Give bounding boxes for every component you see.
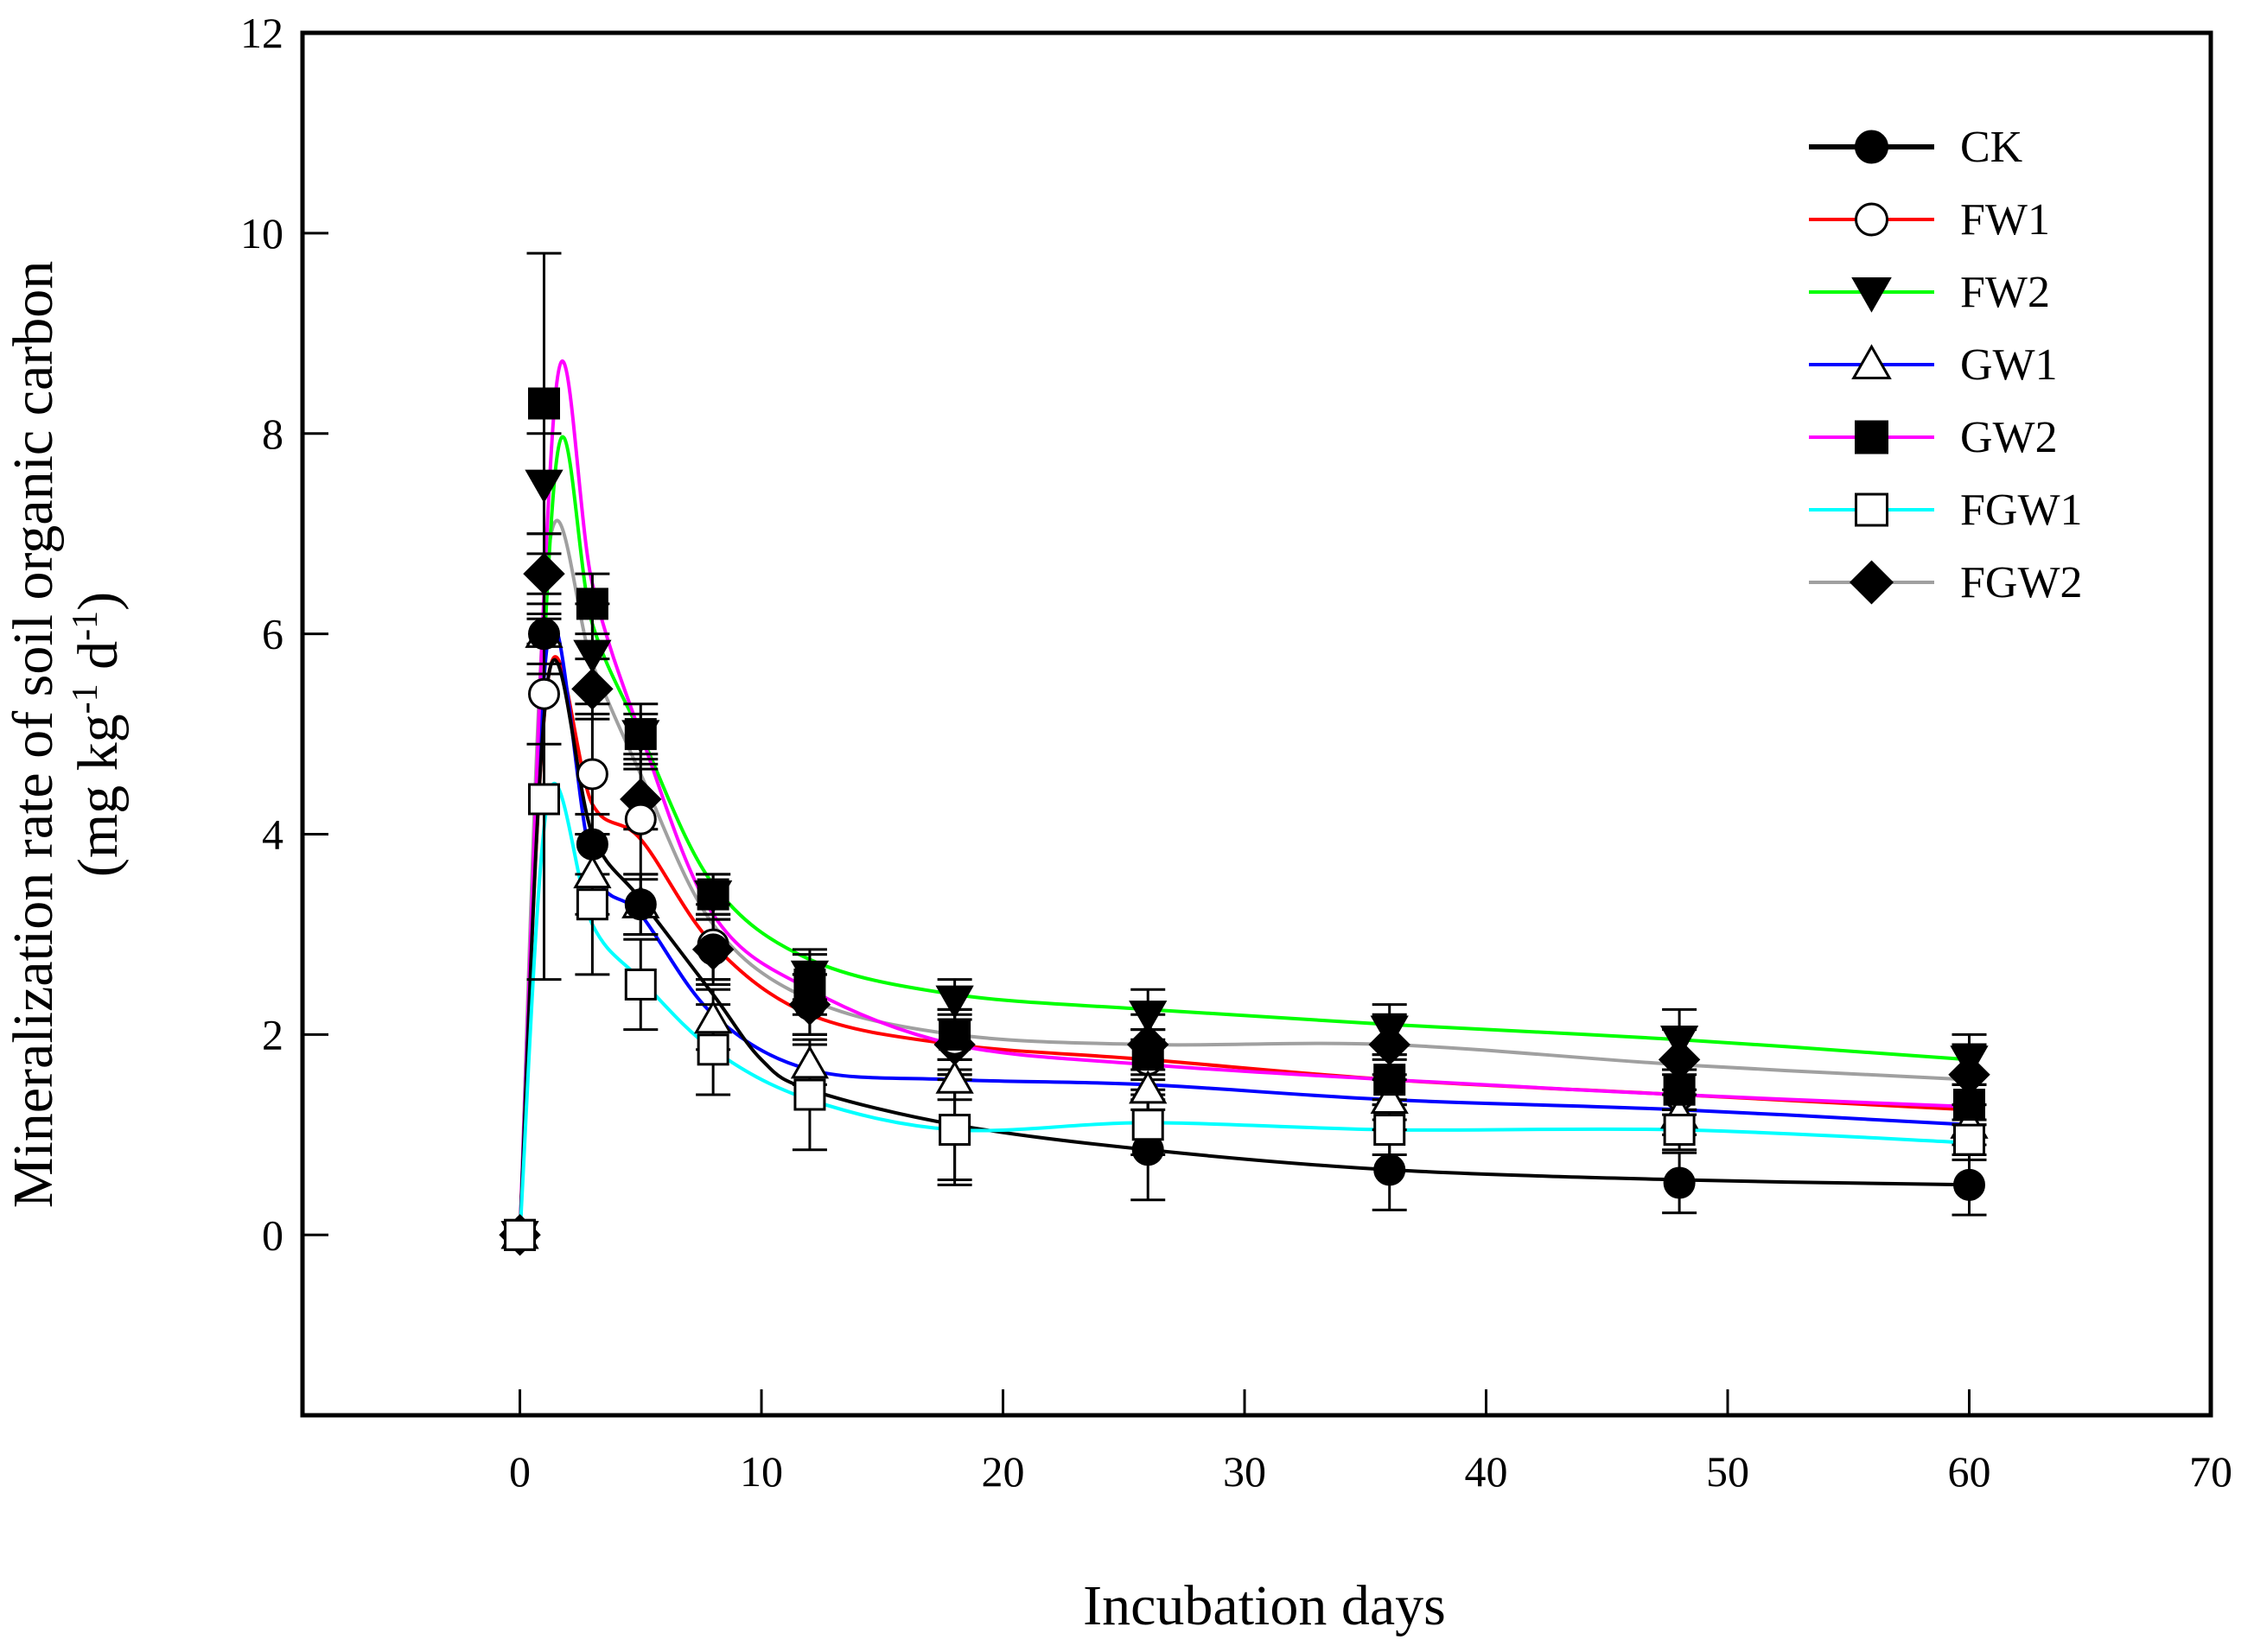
x-tick-label-60: 60 — [1948, 1447, 1991, 1496]
y-tick-label-12: 12 — [240, 9, 283, 57]
x-tick-label-10: 10 — [740, 1447, 783, 1496]
y-tick-label-8: 8 — [262, 410, 283, 458]
legend-item-gw1: GW1 — [1809, 340, 2058, 390]
legend-item-fgw1: FGW1 — [1809, 486, 2083, 535]
y-unit-sup-kg: -1 — [66, 683, 105, 714]
x-tick-label-0: 0 — [509, 1447, 531, 1496]
fit-curve-fw2 — [518, 435, 1970, 1236]
point-ck-36 — [1373, 1153, 1406, 1186]
y-axis-title-line1: Mineralization rate of soil organic carb… — [2, 261, 65, 1209]
point-fw1-1 — [527, 677, 560, 710]
legend-label-gw2: GW2 — [1960, 413, 2058, 462]
point-gw2-26 — [1131, 1039, 1164, 1071]
point-fw2-48 — [1659, 1026, 1699, 1059]
point-fgw1-60 — [1953, 1123, 1986, 1156]
point-fw2-60 — [1950, 1045, 1989, 1079]
legend-label-gw1: GW1 — [1960, 340, 2058, 390]
y-tick-label-6: 6 — [262, 610, 283, 658]
point-gw2-5 — [624, 718, 657, 751]
y-tick-label-4: 4 — [262, 810, 283, 859]
point-fgw1-8 — [697, 1033, 729, 1066]
data-markers — [499, 387, 1990, 1256]
point-fw2-1 — [525, 469, 564, 504]
point-ck-3 — [576, 828, 608, 861]
legend-marker-gw2 — [1855, 420, 1888, 454]
point-fw2-26 — [1129, 1001, 1168, 1034]
y-axis-title-line2: (mg kg-1 d-1) — [66, 592, 130, 877]
point-gw2-8 — [697, 878, 729, 911]
x-axis-title: Incubation days — [1083, 1574, 1446, 1637]
point-gw1-8 — [694, 1000, 733, 1034]
point-gw1-18 — [935, 1060, 974, 1094]
legend-marker-fgw2 — [1849, 560, 1894, 605]
legend-marker-fw2 — [1851, 276, 1892, 313]
legend: CK FW1 FW2 GW1 GW2 FGW1 FGW2 — [1809, 123, 2083, 607]
point-gw2-1 — [527, 387, 560, 420]
point-fgw2-3 — [571, 668, 614, 710]
legend-item-ck: CK — [1809, 123, 2023, 172]
y-tick-label-10: 10 — [240, 209, 283, 257]
point-fw2-18 — [935, 985, 974, 1020]
y-unit-close: ) — [67, 592, 130, 611]
point-gw2-3 — [576, 588, 608, 620]
point-fgw1-1 — [527, 783, 560, 816]
y-tick-label-2: 2 — [262, 1010, 283, 1058]
legend-item-fw2: FW2 — [1809, 268, 2050, 317]
axis-ticks: 0 10 20 30 40 50 60 70 0 2 4 6 8 10 12 — [240, 9, 2232, 1496]
point-fgw1-0 — [504, 1218, 537, 1251]
point-gw2-18 — [939, 1018, 971, 1051]
y-unit-sup-d: -1 — [66, 611, 105, 641]
plot-area-frame — [300, 30, 2213, 1418]
point-fgw1-12 — [793, 1078, 826, 1111]
point-gw1-12 — [790, 1045, 830, 1079]
legend-label-fgw2: FGW2 — [1960, 558, 2083, 607]
legend-marker-fw1 — [1855, 202, 1888, 237]
legend-label-fw2: FW2 — [1960, 268, 2050, 317]
x-tick-label-20: 20 — [982, 1447, 1025, 1496]
point-gw2-60 — [1953, 1089, 1986, 1121]
x-tick-label-50: 50 — [1706, 1447, 1749, 1496]
point-fw1-3 — [576, 758, 608, 791]
y-tick-label-0: 0 — [262, 1210, 283, 1259]
point-fgw1-5 — [624, 968, 657, 1001]
point-ck-8 — [697, 933, 729, 966]
legend-marker-ck — [1855, 130, 1888, 164]
point-ck-5 — [624, 888, 657, 921]
point-fw1-5 — [624, 803, 657, 836]
y-unit-open: (mg kg — [67, 714, 130, 877]
point-gw2-36 — [1373, 1064, 1406, 1096]
point-gw1-26 — [1129, 1070, 1168, 1104]
x-tick-label-70: 70 — [2189, 1447, 2232, 1496]
y-unit-mid: d — [67, 641, 130, 684]
legend-item-fgw2: FGW2 — [1809, 558, 2083, 607]
point-gw1-36 — [1370, 1080, 1409, 1114]
legend-label-fgw1: FGW1 — [1960, 486, 2083, 535]
point-fgw1-48 — [1663, 1114, 1696, 1147]
point-ck-48 — [1663, 1166, 1696, 1199]
point-fgw1-18 — [939, 1114, 971, 1147]
point-fw2-36 — [1370, 1015, 1409, 1050]
point-fgw1-36 — [1373, 1114, 1406, 1147]
point-fgw2-1 — [523, 552, 565, 595]
point-fgw1-26 — [1131, 1109, 1164, 1141]
x-tick-label-40: 40 — [1465, 1447, 1508, 1496]
legend-item-fw1: FW1 — [1809, 195, 2050, 245]
legend-label-ck: CK — [1960, 123, 2023, 172]
point-gw1-3 — [573, 855, 612, 889]
legend-label-fw1: FW1 — [1960, 195, 2050, 245]
legend-item-gw2: GW2 — [1809, 413, 2058, 462]
point-fgw1-3 — [576, 888, 608, 921]
point-ck-1 — [527, 618, 560, 651]
y-axis-title: Mineralization rate of soil organic carb… — [2, 261, 130, 1209]
point-fw2-3 — [573, 639, 612, 674]
x-tick-label-30: 30 — [1223, 1447, 1266, 1496]
legend-marker-fgw1 — [1855, 492, 1888, 527]
legend-marker-gw1 — [1851, 344, 1892, 380]
point-gw2-48 — [1663, 1073, 1696, 1106]
point-ck-12 — [793, 988, 826, 1021]
point-ck-60 — [1953, 1168, 1986, 1201]
